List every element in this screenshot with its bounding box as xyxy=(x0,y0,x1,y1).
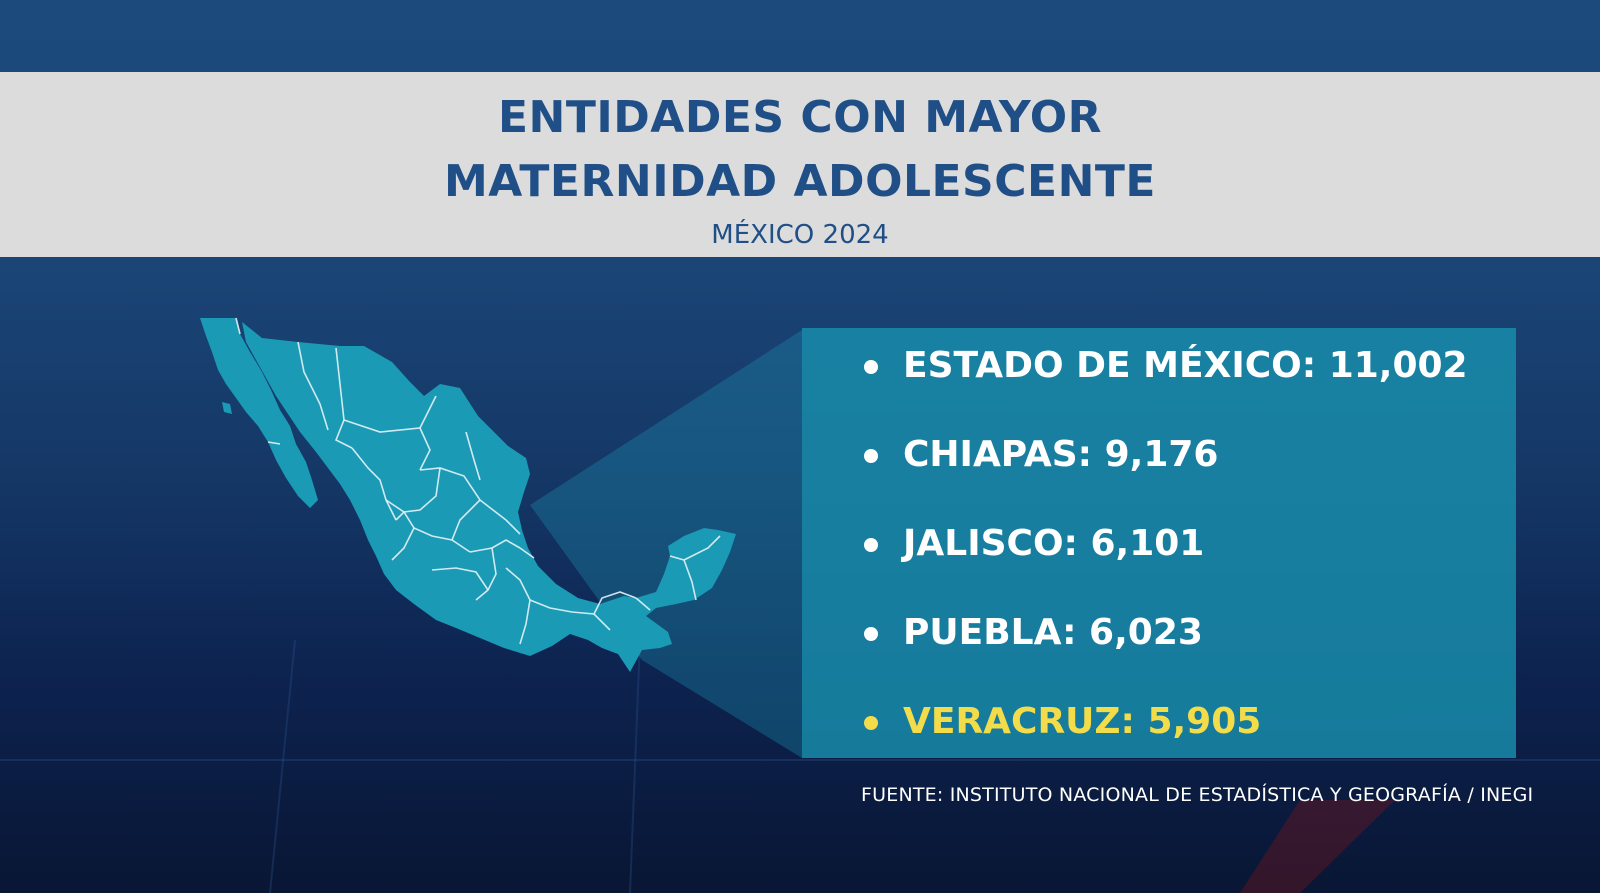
bullet-icon xyxy=(864,360,878,374)
list-item: PUEBLA: 6,023 xyxy=(860,605,1500,694)
title-band xyxy=(0,72,1600,257)
entity-label: CHIAPAS: 9,176 xyxy=(903,434,1219,475)
callout-panel xyxy=(802,328,1516,758)
baja-california-shape xyxy=(200,318,318,508)
list-item: ESTADO DE MÉXICO: 11,002 xyxy=(860,338,1500,427)
mainland-mexico-shape xyxy=(242,322,736,672)
entity-label: ESTADO DE MÉXICO: 11,002 xyxy=(903,345,1468,386)
page-subtitle: MÉXICO 2024 xyxy=(711,220,889,250)
bullet-icon xyxy=(864,716,878,730)
list-item-highlighted: VERACRUZ: 5,905 xyxy=(860,694,1500,783)
bullet-icon xyxy=(864,538,878,552)
entity-list: ESTADO DE MÉXICO: 11,002 CHIAPAS: 9,176 … xyxy=(860,338,1500,783)
entity-label: VERACRUZ: 5,905 xyxy=(903,701,1262,742)
list-item: JALISCO: 6,101 xyxy=(860,516,1500,605)
bullet-icon xyxy=(864,627,878,641)
bullet-icon xyxy=(864,449,878,463)
list-item: CHIAPAS: 9,176 xyxy=(860,427,1500,516)
title-line-2: MATERNIDAD ADOLESCENTE xyxy=(444,156,1156,207)
title-line-1: ENTIDADES CON MAYOR xyxy=(498,92,1102,143)
page-title: ENTIDADES CON MAYOR MATERNIDAD ADOLESCEN… xyxy=(0,86,1600,214)
map-callout-beam xyxy=(530,330,802,758)
entity-label: PUEBLA: 6,023 xyxy=(903,612,1203,653)
source-note: FUENTE: INSTITUTO NACIONAL DE ESTADÍSTIC… xyxy=(861,784,1534,806)
entity-label: JALISCO: 6,101 xyxy=(903,523,1205,564)
